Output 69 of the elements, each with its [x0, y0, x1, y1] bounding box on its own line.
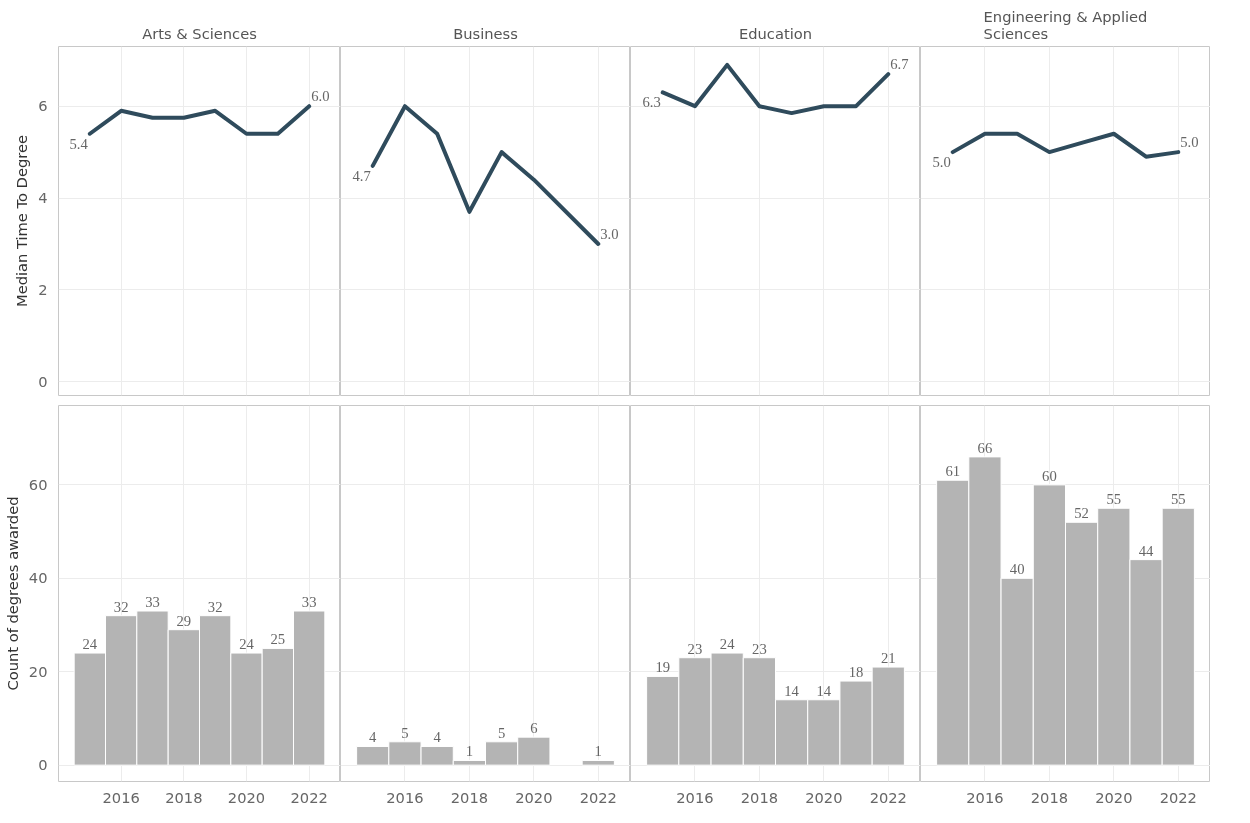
data-label: 19: [655, 659, 671, 676]
data-label: 21: [880, 650, 896, 667]
x-tick-label: 2022: [869, 788, 907, 806]
data-label: 33: [301, 594, 317, 611]
data-label: 55: [1106, 491, 1122, 508]
x-tick-label: 2018: [1030, 788, 1069, 806]
data-label: 6.0: [311, 88, 330, 105]
x-tick-label: 2016: [102, 788, 140, 806]
data-label: 52: [1074, 505, 1089, 522]
y-axis-title: Median Time To Degree: [13, 135, 31, 307]
data-label: 4.7: [352, 167, 371, 184]
chart-title: Engineering & Applied Sciences: [983, 7, 1148, 42]
data-label: 1: [594, 743, 602, 760]
x-tick-label: 2020: [1095, 788, 1133, 806]
data-label: 18: [848, 664, 864, 681]
y-tick-label: 60: [28, 475, 48, 493]
y-tick-label: 0: [38, 372, 48, 390]
data-label: 14: [784, 682, 800, 699]
chart-title: Business: [453, 24, 518, 42]
data-label: 32: [113, 598, 129, 615]
y-tick-label: 40: [28, 569, 48, 587]
data-label: 1: [465, 743, 474, 760]
data-label: 44: [1138, 542, 1155, 559]
data-label: 5.0: [932, 154, 951, 171]
chart-title: Arts & Sciences: [142, 24, 257, 42]
data-label: 23: [687, 640, 703, 657]
x-tick-label: 2016: [386, 788, 424, 806]
x-tick-label: 2020: [515, 788, 553, 806]
x-tick-label: 2016: [676, 788, 714, 806]
x-tick-label: 2022: [290, 788, 328, 806]
data-label: 40: [1009, 561, 1025, 578]
x-tick-label: 2016: [966, 788, 1004, 806]
x-tick-label: 2018: [740, 788, 779, 806]
chart-title: Education: [739, 24, 812, 42]
data-label: 33: [145, 594, 160, 611]
data-label: 6: [530, 720, 538, 737]
y-tick-label: 20: [28, 662, 48, 680]
data-label: 5: [401, 724, 409, 741]
y-axis-title: Count of degrees awarded: [3, 496, 21, 691]
data-label: 24: [719, 636, 736, 653]
data-label: 66: [977, 439, 993, 456]
x-tick-label: 2022: [579, 788, 617, 806]
y-tick-label: 2: [38, 280, 48, 298]
data-label: 5: [497, 724, 506, 741]
data-label: 4: [433, 729, 442, 746]
data-label: 60: [1042, 467, 1057, 484]
data-label: 24: [239, 636, 255, 653]
data-label: 5.0: [1180, 134, 1199, 151]
data-label: 6.7: [890, 56, 909, 73]
x-tick-label: 2022: [1159, 788, 1197, 806]
data-label: 23: [752, 640, 767, 657]
data-label: 14: [816, 682, 832, 699]
y-tick-label: 4: [38, 189, 48, 207]
x-tick-label: 2018: [450, 788, 489, 806]
data-label: 25: [270, 631, 286, 648]
data-label: 29: [176, 612, 192, 629]
x-tick-label: 2018: [165, 788, 203, 806]
y-tick-label: 6: [38, 97, 48, 115]
data-label: 55: [1170, 491, 1186, 508]
x-tick-label: 2020: [227, 788, 266, 806]
data-label: 32: [207, 598, 223, 615]
data-label: 3.0: [600, 225, 619, 242]
y-tick-label: 0: [38, 756, 48, 774]
data-label: 61: [945, 463, 961, 480]
data-label: 24: [82, 636, 98, 653]
data-label: 6.3: [642, 94, 661, 111]
data-label: 4: [369, 729, 378, 746]
x-tick-label: 2020: [805, 788, 843, 806]
data-label: 5.4: [69, 135, 89, 152]
